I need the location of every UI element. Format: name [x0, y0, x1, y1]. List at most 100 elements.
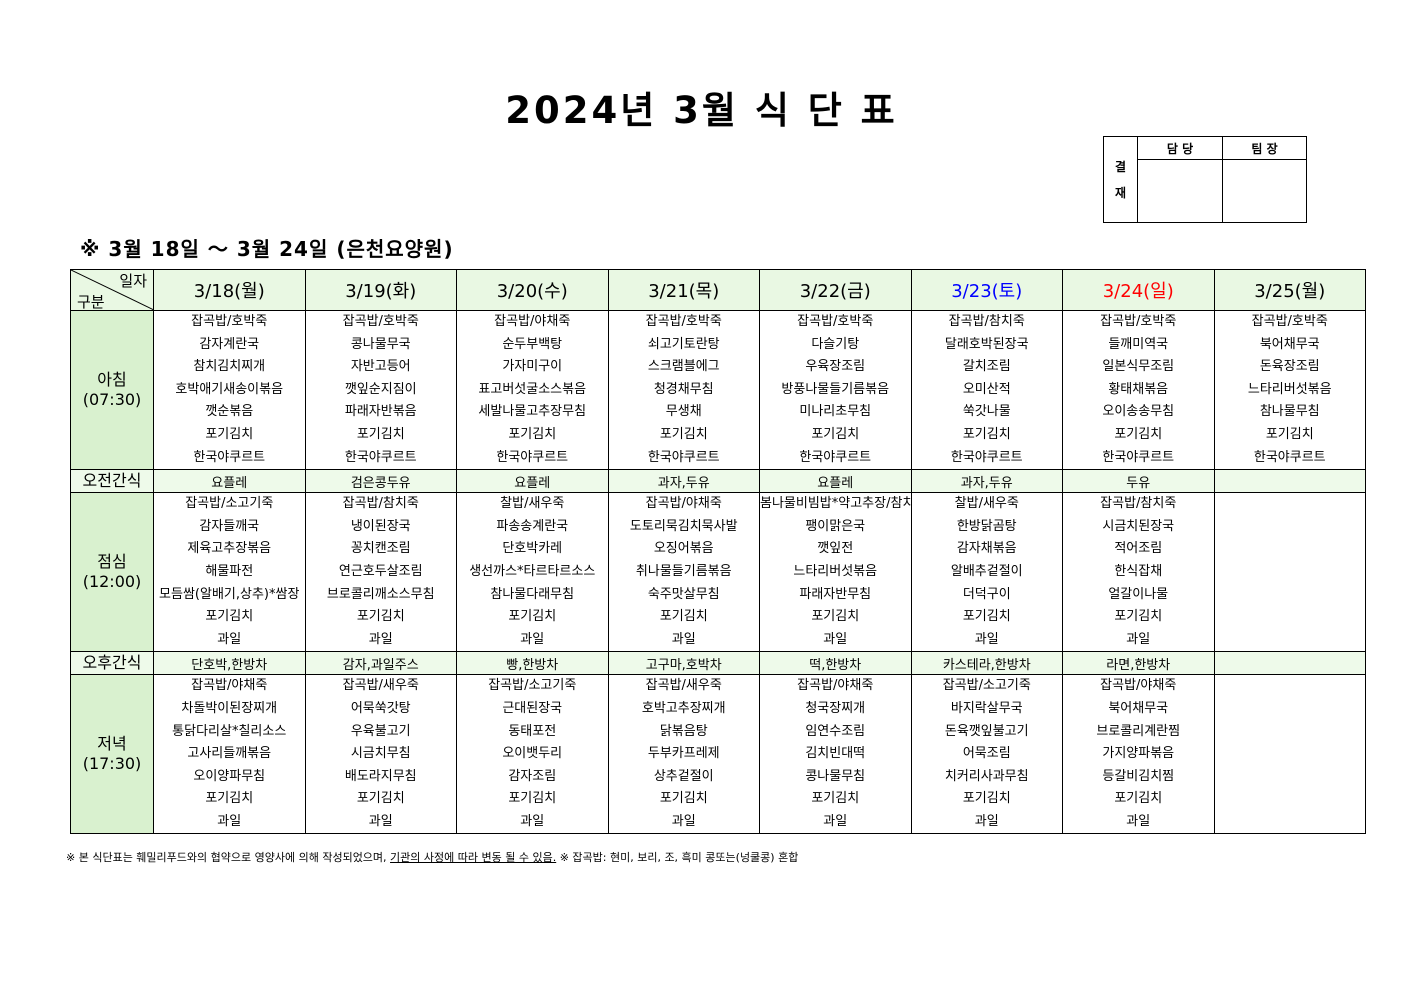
snack-cell: 고구마,호박차 — [607, 651, 760, 676]
menu-item: 감자들깨국 — [199, 518, 260, 534]
menu-item: 잡곡밥/호박죽 — [191, 314, 268, 329]
menu-item: 가지양파볶음 — [1102, 746, 1175, 762]
snack-cell: 과자,두유 — [910, 469, 1063, 494]
menu-item: 어묵쑥갓탕 — [350, 700, 411, 716]
menu-item: 어묵조림 — [962, 746, 1011, 762]
menu-item: 과일 — [217, 813, 242, 829]
menu-item: 잡곡밥/야채죽 — [1100, 678, 1177, 694]
meal-time: (17:30) — [82, 754, 142, 774]
menu-item: 포기김치 — [205, 609, 254, 625]
menu-cell — [1213, 674, 1366, 835]
menu-item: 찰밥/새우죽 — [954, 496, 1019, 512]
snack-cell: 요플레 — [759, 469, 912, 494]
menu-item: 잡곡밥/소고기죽 — [488, 678, 577, 694]
menu-item: 과일 — [823, 813, 848, 829]
snack-cell — [1213, 651, 1366, 676]
meal-label: 오전간식 — [70, 469, 154, 494]
day-header: 3/25(월) — [1213, 269, 1366, 311]
menu-item: 파래자반무침 — [799, 586, 872, 602]
menu-item: 잡곡밥/소고기죽 — [942, 678, 1031, 694]
menu-item: 잡곡밥/참치죽 — [342, 496, 419, 512]
day-header: 3/23(토) — [910, 269, 1063, 311]
menu-table: 일자 구분 3/18(월) 3/19(화) 3/20(수) 3/21(목) 3/22(금) 3… — [70, 269, 1366, 835]
meal-name: 저녁 — [97, 734, 127, 754]
menu-item: 한국야쿠르트 — [496, 449, 569, 465]
menu-item: 포기김치 — [811, 426, 860, 442]
menu-item: 포기김치 — [1265, 426, 1314, 442]
menu-cell: 잡곡밥/야채죽 도토리묵김치묵사발 오징어볶음 취나물들기름볶음 숙주맛살무침 포기김치 과… — [607, 492, 760, 653]
header-row: 일자 구분 3/18(월) 3/19(화) 3/20(수) 3/21(목) 3/22(금) 3… — [70, 269, 1366, 311]
menu-item: 다슬기탕 — [811, 336, 860, 352]
menu-cell: 잡곡밥/소고기죽 감자들깨국 제육고추장볶음 해물파전 모듬쌈(알배기,상추)*쌈장 포기… — [153, 492, 306, 653]
approval-sign-staff[interactable] — [1137, 159, 1223, 223]
menu-item: 호박애기새송이볶음 — [175, 381, 284, 397]
menu-item: 등갈비김치찜 — [1102, 768, 1175, 784]
meal-label: 오후간식 — [70, 651, 154, 676]
meal-name: 점심 — [97, 552, 127, 572]
menu-item: 참나물다래무침 — [490, 586, 575, 602]
snack-cell: 감자,과일주스 — [304, 651, 457, 676]
meal-row: 점심 (12:00) 잡곡밥/소고기죽 감자들깨국 제육고추장볶음 해물파전 모듬쌈(알배기… — [70, 492, 1366, 653]
menu-item: 콩나물무침 — [805, 768, 866, 784]
day-header: 3/21(목) — [607, 269, 760, 311]
menu-item: 참나물무침 — [1259, 404, 1320, 420]
menu-item: 자반고등어 — [350, 359, 411, 375]
menu-item: 쇠고기토란탕 — [647, 336, 720, 352]
approval-label-2: 재 — [1114, 185, 1127, 200]
footnote-text-2: 기관의 사정에 따라 변동 될 수 있음. — [390, 851, 557, 864]
snack-cell: 떡,한방차 — [759, 651, 912, 676]
menu-item: 방풍나물들기름볶음 — [781, 381, 890, 397]
menu-item: 황태채볶음 — [1108, 381, 1169, 397]
menu-cell: 잡곡밥/참치죽 시금치된장국 적어조림 한식잡채 얼갈이나물 포기김치 과일 — [1062, 492, 1215, 653]
menu-item: 한국야쿠르트 — [647, 449, 720, 465]
menu-item: 과일 — [974, 631, 999, 647]
menu-item: 오이송송무침 — [1102, 404, 1175, 420]
menu-item: 모듬쌈(알배기,상추)*쌈장 — [159, 586, 300, 602]
menu-item: 생선까스*타르타르소스 — [469, 563, 596, 579]
snack-row: 오후간식 단호박,한방차 감자,과일주스 빵,한방차 고구마,호박차 떡,한방차 카스테라,… — [70, 651, 1366, 676]
menu-cell: 잡곡밥/참치죽 달래호박된장국 갈치조림 오미산적 쑥갓나물 포기김치 한국야쿠르트 — [910, 309, 1063, 471]
menu-item: 갈치조림 — [962, 359, 1011, 375]
menu-cell: 잡곡밥/호박죽 다슬기탕 우육장조림 방풍나물들기름볶음 미나리초무침 포기김치 한국야쿠르… — [759, 309, 912, 471]
meal-time: (12:00) — [82, 572, 142, 592]
meal-name: 오후간식 — [82, 653, 142, 673]
menu-item: 포기김치 — [356, 609, 405, 625]
menu-item: 숙주맛살무침 — [647, 586, 720, 602]
menu-item: 닭볶음탕 — [659, 723, 708, 739]
menu-item: 잡곡밥/새우죽 — [645, 678, 722, 694]
menu-cell: 잡곡밥/야채죽 순두부백탕 가자미구이 표고버섯굴소스볶음 세발나물고추장무침 포기김치 한… — [456, 309, 609, 471]
menu-item: 포기김치 — [962, 426, 1011, 442]
menu-item: 깻잎전 — [817, 541, 854, 557]
menu-item: 포기김치 — [1114, 609, 1163, 625]
snack-cell: 빵,한방차 — [456, 651, 609, 676]
menu-item: 근대된장국 — [502, 700, 563, 716]
snack-cell: 카스테라,한방차 — [910, 651, 1063, 676]
menu-cell: 잡곡밥/야채죽 청국장찌개 임연수조림 김치빈대떡 콩나물무침 포기김치 과일 — [759, 674, 912, 835]
menu-item: 포기김치 — [659, 426, 708, 442]
meal-name: 아침 — [97, 370, 127, 390]
menu-item: 포기김치 — [1114, 426, 1163, 442]
snack-cell: 요플레 — [456, 469, 609, 494]
menu-item: 감자채볶음 — [956, 541, 1017, 557]
menu-cell: 잡곡밥/야채죽 차돌박이된장찌개 통닭다리살*칠리소스 고사리들깨볶음 오이양파무침 포기… — [153, 674, 306, 835]
approval-sign-leader[interactable] — [1222, 159, 1307, 223]
menu-cell: 잡곡밥/호박죽 쇠고기토란탕 스크램블에그 청경채무침 무생채 포기김치 한국야쿠르트 — [607, 309, 760, 471]
snack-cell: 라면,한방차 — [1062, 651, 1215, 676]
menu-item: 잡곡밥/호박죽 — [1100, 314, 1177, 329]
week-subtitle: ※ 3월 18일 ～ 3월 24일 (은천요양원) — [80, 237, 454, 261]
menu-cell — [1213, 492, 1366, 653]
menu-cell: 잡곡밥/참치죽 냉이된장국 꽁치캔조림 연근호두살조림 브로콜리깨소스무침 포기김치 과일 — [304, 492, 457, 653]
day-header: 3/18(월) — [153, 269, 306, 311]
menu-cell: 잡곡밥/소고기죽 근대된장국 동태포전 오이뱃두리 감자조림 포기김치 과일 — [456, 674, 609, 835]
menu-item: 포기김치 — [962, 791, 1011, 807]
menu-item: 두부카프레제 — [647, 746, 720, 762]
footnote-text-3: ※ 잡곡밥: 현미, 보리, 조, 흑미 콩또는(넝쿨콩) 혼합 — [556, 851, 799, 864]
footnote-text-1: ※ 본 식단표는 훼밀리푸드와의 협약으로 영양사에 의해 작성되었으며, — [66, 851, 391, 864]
menu-item: 한방닭곰탕 — [956, 518, 1017, 534]
day-header: 3/22(금) — [759, 269, 912, 311]
menu-item: 찰밥/새우죽 — [500, 496, 565, 512]
day-header: 3/19(화) — [304, 269, 457, 311]
menu-cell: 잡곡밥/새우죽 어묵쑥갓탕 우육불고기 시금치무침 배도라지무침 포기김치 과일 — [304, 674, 457, 835]
menu-item: 깻잎순지짐이 — [344, 381, 417, 397]
approval-label: 결 재 — [1103, 136, 1138, 223]
